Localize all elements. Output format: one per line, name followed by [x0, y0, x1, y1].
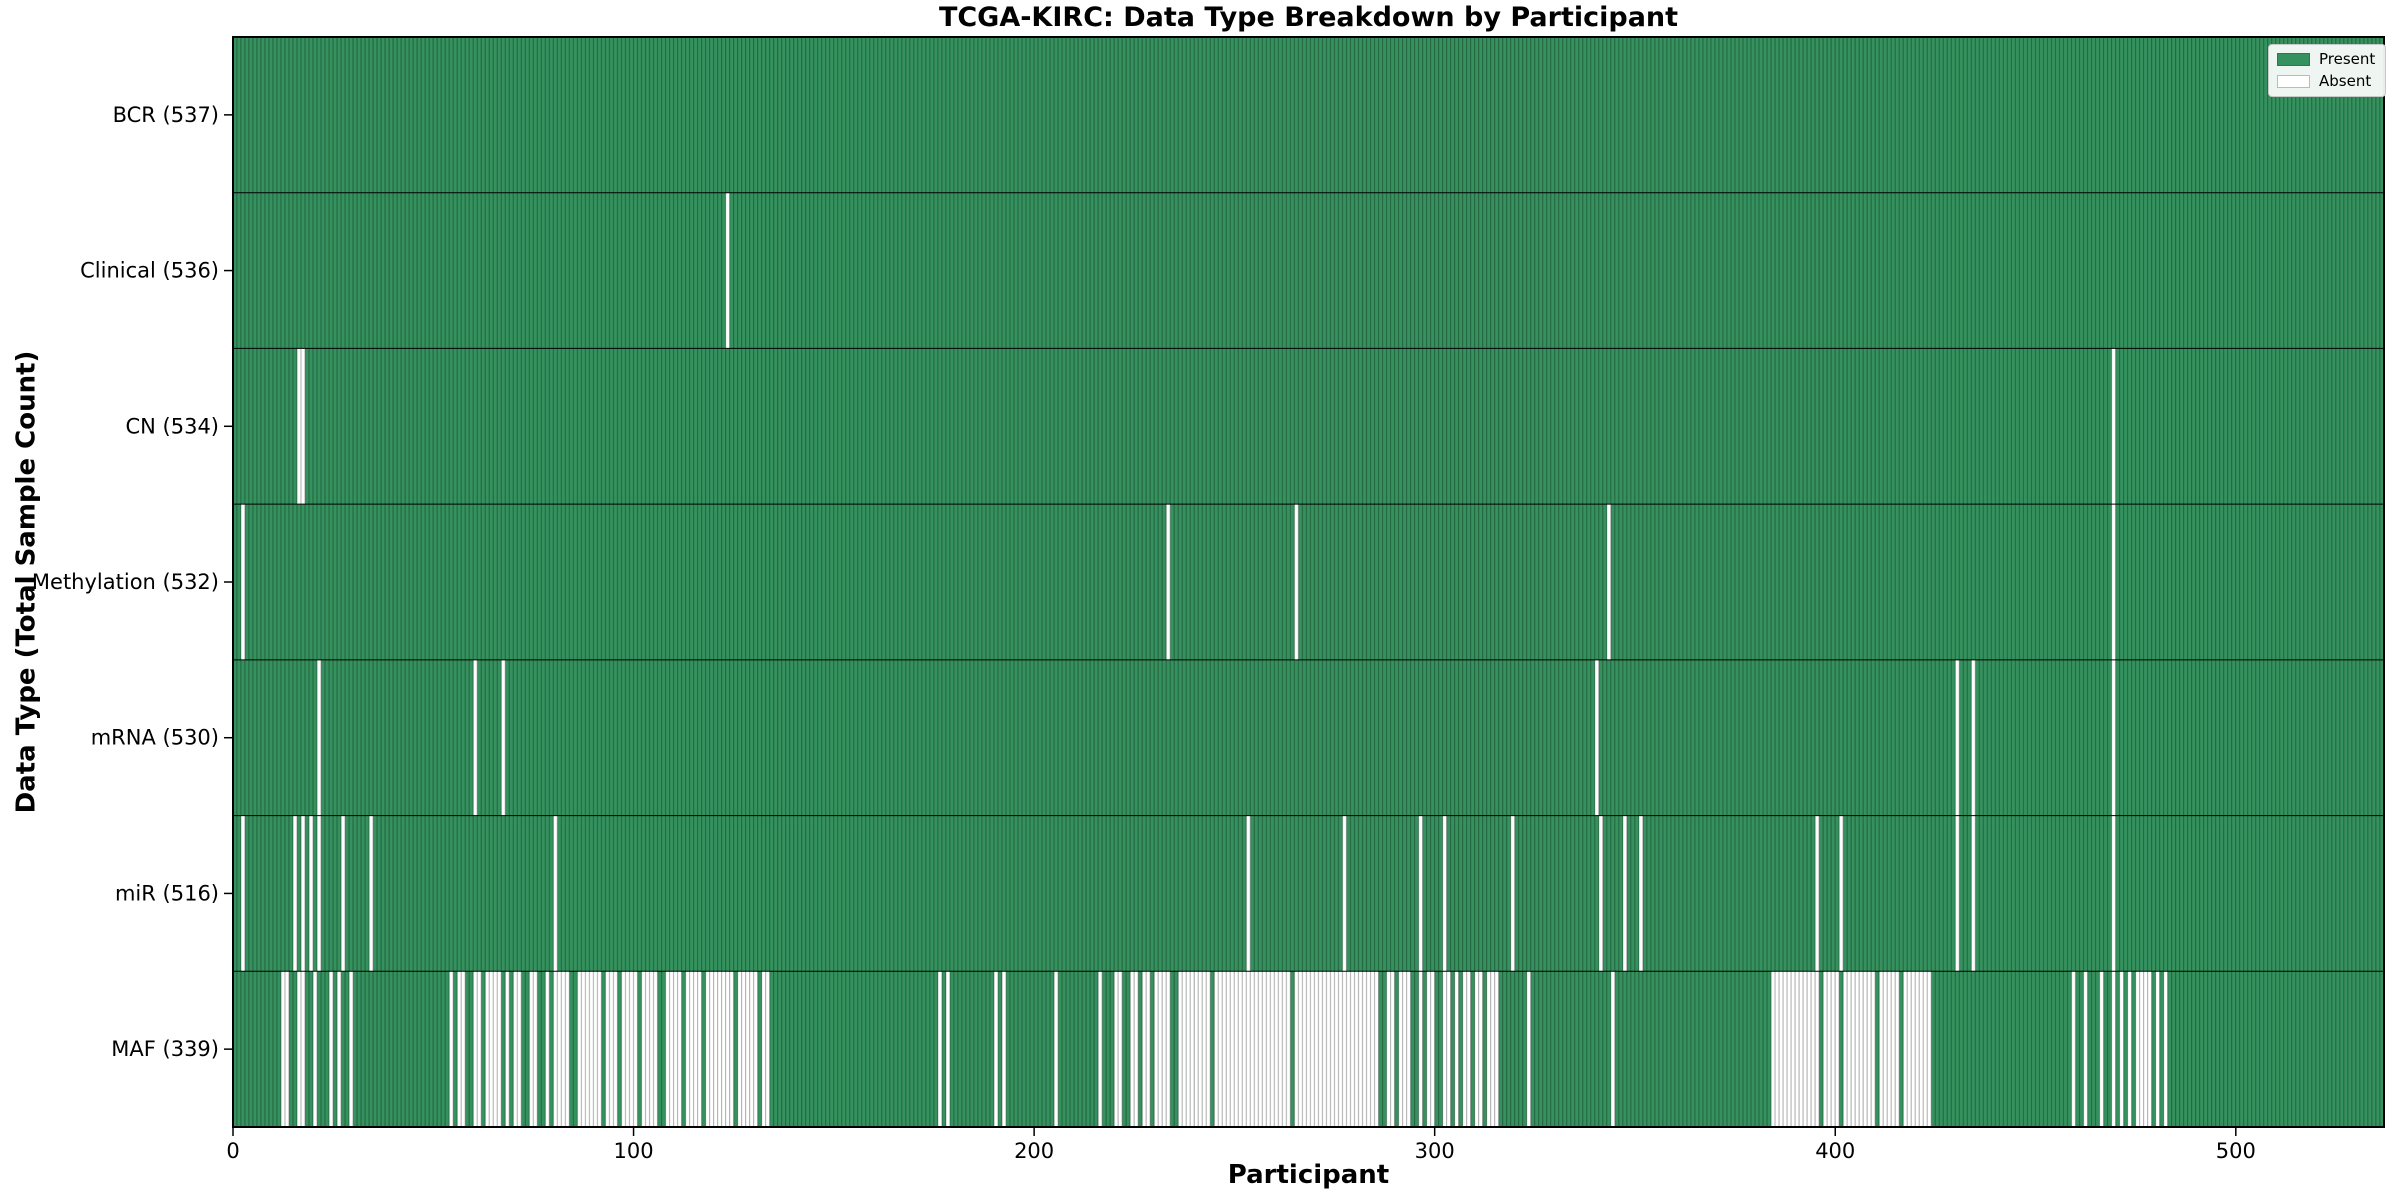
plot-border: [232, 36, 2385, 1128]
chart-title: TCGA-KIRC: Data Type Breakdown by Partic…: [938, 2, 1679, 33]
y-tick-label-Clinical: Clinical (536): [80, 259, 219, 283]
x-tick-label: 200: [1014, 1139, 1054, 1163]
x-axis-label: Participant: [1227, 1160, 1390, 1190]
y-tick-label-miR: miR (516): [115, 881, 219, 905]
legend-label-absent: Absent: [2319, 72, 2372, 90]
bar-edges-texture: [233, 37, 2384, 1127]
legend-label-present: Present: [2319, 50, 2376, 68]
legend: Present Absent: [2268, 44, 2387, 97]
x-tick-label: 400: [1815, 1139, 1855, 1163]
x-tick-label: 100: [614, 1139, 654, 1163]
legend-item-present: Present: [2277, 52, 2375, 67]
y-tick-label-MAF: MAF (339): [111, 1037, 219, 1061]
x-tick-label: 0: [226, 1139, 239, 1163]
x-tick-label: 500: [2216, 1139, 2256, 1163]
y-tick-label-BCR: BCR (537): [113, 103, 219, 127]
y-tick-label-mRNA: mRNA (530): [91, 726, 219, 750]
legend-item-absent: Absent: [2277, 74, 2375, 89]
y-tick-label-CN: CN (534): [125, 414, 219, 438]
x-tick-label: 300: [1415, 1139, 1455, 1163]
absent-swatch: [2277, 75, 2310, 88]
present-swatch: [2277, 53, 2310, 66]
y-tick-label-Methylation: Methylation (532): [32, 570, 219, 594]
